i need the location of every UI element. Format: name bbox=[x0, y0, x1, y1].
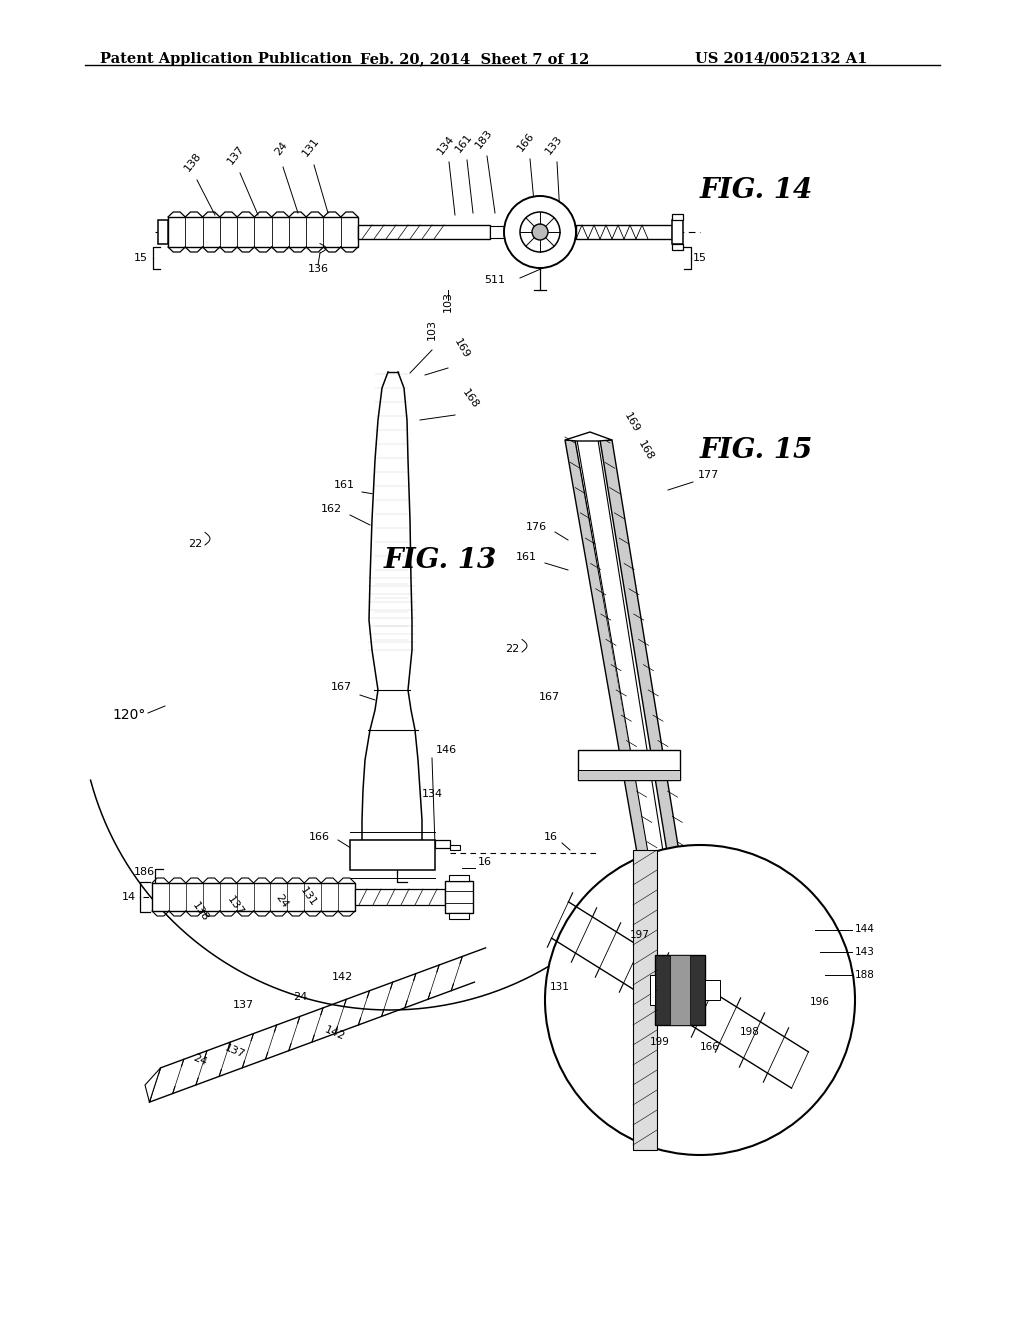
Text: 197: 197 bbox=[630, 931, 650, 940]
Text: 169: 169 bbox=[452, 337, 471, 360]
Text: FIG. 14: FIG. 14 bbox=[700, 177, 813, 203]
Text: 144: 144 bbox=[855, 924, 874, 935]
Text: 146: 146 bbox=[436, 744, 457, 755]
Text: 24: 24 bbox=[191, 1052, 209, 1067]
Bar bbox=[705, 979, 720, 1001]
Text: 14: 14 bbox=[122, 892, 136, 902]
Text: FIG. 13: FIG. 13 bbox=[383, 546, 497, 573]
Bar bbox=[670, 954, 690, 1026]
Polygon shape bbox=[565, 440, 652, 870]
Text: 120°: 120° bbox=[112, 708, 145, 722]
Bar bbox=[152, 883, 355, 911]
Text: 15: 15 bbox=[693, 253, 707, 263]
Text: FIG. 15: FIG. 15 bbox=[700, 437, 813, 463]
Bar bbox=[168, 216, 358, 247]
Text: 138: 138 bbox=[189, 900, 210, 923]
Text: 143: 143 bbox=[855, 946, 874, 957]
Text: Patent Application Publication: Patent Application Publication bbox=[100, 51, 352, 66]
Text: 24: 24 bbox=[272, 140, 290, 157]
Bar bbox=[672, 220, 683, 244]
Text: 137: 137 bbox=[225, 894, 245, 917]
Bar bbox=[445, 880, 473, 913]
Text: 134: 134 bbox=[435, 133, 457, 156]
Text: 103: 103 bbox=[427, 319, 437, 341]
Text: 137: 137 bbox=[232, 1001, 254, 1010]
Bar bbox=[449, 913, 469, 919]
Text: 131: 131 bbox=[298, 886, 318, 908]
Text: 134: 134 bbox=[422, 789, 443, 799]
Text: 16: 16 bbox=[544, 832, 558, 842]
Bar bbox=[350, 840, 435, 870]
Text: 162: 162 bbox=[321, 504, 342, 513]
Circle shape bbox=[532, 224, 548, 240]
Text: 24: 24 bbox=[273, 892, 290, 909]
Text: 161: 161 bbox=[516, 552, 537, 562]
Bar bbox=[435, 840, 450, 847]
Text: 15: 15 bbox=[134, 253, 148, 263]
Bar bbox=[449, 875, 469, 880]
Text: 166: 166 bbox=[309, 832, 330, 842]
Text: 133: 133 bbox=[544, 133, 564, 156]
Text: 188: 188 bbox=[855, 970, 874, 979]
Bar bbox=[490, 226, 504, 238]
Bar bbox=[578, 750, 680, 780]
Text: 14: 14 bbox=[410, 862, 424, 873]
Text: 142: 142 bbox=[324, 1024, 347, 1041]
Bar bbox=[450, 845, 460, 850]
Circle shape bbox=[504, 195, 575, 268]
Text: 199: 199 bbox=[650, 1038, 670, 1047]
Text: 186: 186 bbox=[134, 867, 155, 876]
Text: 161: 161 bbox=[334, 480, 355, 490]
Text: 142: 142 bbox=[332, 972, 352, 982]
Text: Feb. 20, 2014  Sheet 7 of 12: Feb. 20, 2014 Sheet 7 of 12 bbox=[360, 51, 590, 66]
Text: 196: 196 bbox=[810, 997, 829, 1007]
Text: 22: 22 bbox=[187, 539, 202, 549]
Polygon shape bbox=[145, 1068, 161, 1102]
Text: 166: 166 bbox=[700, 1041, 720, 1052]
Text: 16: 16 bbox=[478, 857, 492, 867]
Text: 167: 167 bbox=[331, 682, 352, 692]
Text: 183: 183 bbox=[474, 128, 495, 150]
Text: 24: 24 bbox=[293, 993, 307, 1002]
Text: 136: 136 bbox=[307, 264, 329, 275]
Text: 137: 137 bbox=[225, 144, 247, 166]
Text: 22: 22 bbox=[505, 644, 519, 653]
Text: 131: 131 bbox=[550, 982, 570, 993]
Text: 177: 177 bbox=[698, 470, 719, 480]
Text: 138: 138 bbox=[182, 150, 204, 173]
Bar bbox=[672, 244, 683, 249]
Bar bbox=[358, 224, 490, 239]
Text: 511: 511 bbox=[484, 275, 506, 285]
Bar bbox=[158, 220, 168, 244]
Bar bbox=[650, 975, 655, 1005]
Bar bbox=[575, 224, 672, 239]
Polygon shape bbox=[362, 372, 422, 840]
Text: 137: 137 bbox=[223, 1043, 247, 1060]
Polygon shape bbox=[577, 440, 666, 870]
Text: 169: 169 bbox=[622, 411, 641, 434]
Text: 176: 176 bbox=[526, 521, 547, 532]
Text: 198: 198 bbox=[740, 1027, 760, 1038]
Bar bbox=[578, 770, 680, 780]
Text: 167: 167 bbox=[539, 692, 560, 702]
Polygon shape bbox=[600, 440, 682, 870]
Bar bbox=[655, 954, 705, 1026]
Text: 103: 103 bbox=[443, 290, 453, 312]
Bar bbox=[672, 214, 683, 220]
Circle shape bbox=[520, 213, 560, 252]
Text: 131: 131 bbox=[301, 136, 322, 158]
Text: US 2014/0052132 A1: US 2014/0052132 A1 bbox=[695, 51, 867, 66]
Bar bbox=[633, 850, 657, 1150]
Polygon shape bbox=[565, 432, 612, 441]
Bar bbox=[355, 888, 445, 906]
Circle shape bbox=[545, 845, 855, 1155]
Text: 161: 161 bbox=[454, 132, 474, 154]
Text: 168: 168 bbox=[636, 438, 655, 462]
Text: 166: 166 bbox=[516, 131, 537, 153]
Text: 168: 168 bbox=[460, 387, 480, 411]
